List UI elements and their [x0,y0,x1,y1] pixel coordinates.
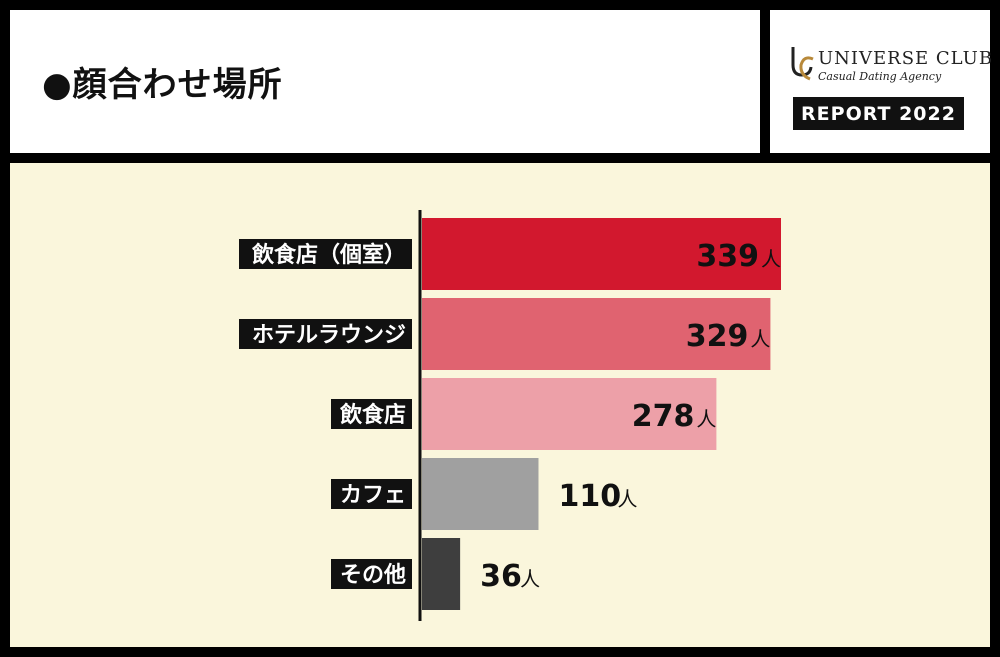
category-label: その他 [340,563,406,588]
bar [422,378,717,450]
brand-name: UNIVERSE CLUB [818,48,994,69]
value-label: 110 [558,479,621,514]
category-label: カフェ [340,483,406,508]
brand-tagline: Casual Dating Agency [818,70,942,83]
category-label-bg [331,399,412,429]
category-label: ホテルラウンジ [252,323,406,348]
report-badge: REPORT 2022 [793,97,964,130]
unit-label: 人 [761,247,781,271]
bar [422,538,461,610]
bar [422,458,539,530]
unit-label: 人 [617,487,637,511]
value-label: 339 [696,239,759,274]
value-label: 329 [686,319,749,354]
unit-label: 人 [520,567,540,591]
page-title: ●顔合わせ場所 [42,65,283,105]
unit-label: 人 [696,407,716,431]
bar [422,298,771,370]
value-label: 36 [480,559,522,594]
category-label-bg [239,319,412,349]
category-label: 飲食店 [339,402,406,428]
uc-monogram-icon [791,47,814,81]
category-label-bg [239,239,412,269]
category-label-bg [331,479,412,509]
brand-panel: UNIVERSE CLUB Casual Dating Agency REPOR… [770,10,994,153]
unit-label: 人 [750,327,770,351]
category-label-bg [331,559,412,589]
chart-panel: 飲食店（個室） 339 人ホテルラウンジ 329 人飲食店 278 人カフェ 110 人その他 3… [10,163,990,647]
bar [422,218,781,290]
title-panel: ●顔合わせ場所 [10,10,760,153]
category-label: 飲食店（個室） [251,242,406,268]
value-label: 278 [632,399,695,434]
